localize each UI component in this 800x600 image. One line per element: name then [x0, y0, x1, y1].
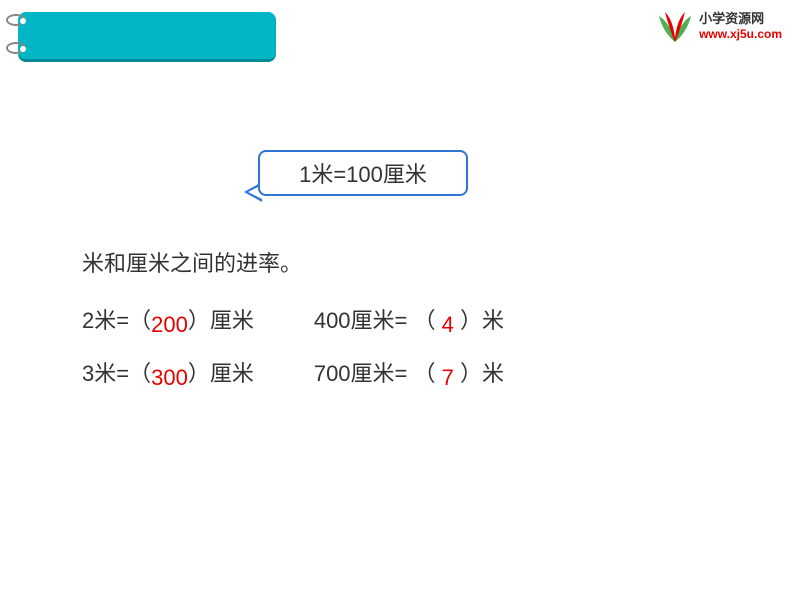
- logo: 小学资源网 www.xj5u.com: [655, 8, 782, 44]
- equation-answer: 4: [442, 312, 454, 337]
- equation-right: 700厘米= （ 7 ）米: [314, 348, 504, 401]
- logo-text-cn: 小学资源网: [699, 11, 782, 27]
- equation-suffix: ）厘米: [188, 308, 254, 333]
- logo-text: 小学资源网 www.xj5u.com: [699, 11, 782, 41]
- equation-suffix: ）厘米: [188, 361, 254, 386]
- header-band: [18, 12, 276, 62]
- equation-prefix: 2米=（: [82, 308, 151, 333]
- logo-leaf-icon: [655, 8, 695, 44]
- content-area: 米和厘米之间的进率。 2米=（200）厘米 400厘米= （ 4 ）米 3米=（…: [82, 238, 504, 400]
- equation-answer: 200: [151, 312, 188, 337]
- spiral-ring-icon: [6, 42, 26, 54]
- equation-right: 400厘米= （ 4 ）米: [314, 295, 504, 348]
- spiral-ring-icon: [6, 14, 26, 26]
- equation-prefix: 3米=（: [82, 361, 151, 386]
- equation-answer: 7: [442, 365, 454, 390]
- equation-row: 3米=（300）厘米 700厘米= （ 7 ）米: [82, 348, 504, 401]
- callout-text: 1米=100厘米: [299, 157, 427, 189]
- content-title: 米和厘米之间的进率。: [82, 238, 504, 291]
- equation-row: 2米=（200）厘米 400厘米= （ 4 ）米: [82, 295, 504, 348]
- equation-suffix: ）米: [454, 308, 504, 333]
- equation-answer: 300: [151, 365, 188, 390]
- equation-left: 3米=（300）厘米: [82, 348, 254, 401]
- callout-box: 1米=100厘米: [258, 150, 468, 196]
- equation-left: 2米=（200）厘米: [82, 295, 254, 348]
- equation-prefix: 400厘米= （: [314, 308, 442, 333]
- logo-text-url: www.xj5u.com: [699, 27, 782, 41]
- equation-suffix: ）米: [454, 361, 504, 386]
- spiral-binding: [6, 14, 26, 54]
- equation-prefix: 700厘米= （: [314, 361, 442, 386]
